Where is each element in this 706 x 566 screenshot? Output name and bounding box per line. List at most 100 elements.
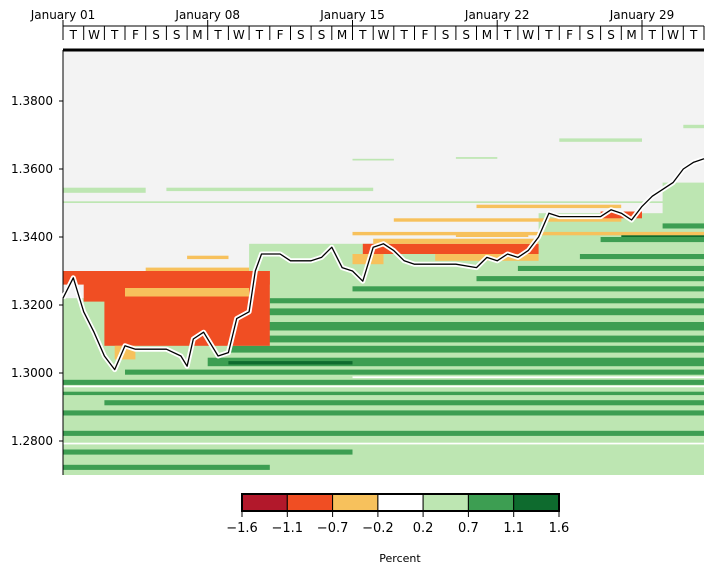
heatmap-band <box>63 442 704 445</box>
heatmap-band <box>63 449 353 455</box>
heatmap-band <box>249 322 704 331</box>
heatmap-band <box>662 223 704 229</box>
heatmap-band <box>455 233 529 237</box>
y-tick-label: 1.2800 <box>11 434 53 448</box>
heatmap-band <box>362 243 539 254</box>
colorbar-swatch <box>513 493 560 512</box>
colorbar-tick-label: −1.1 <box>272 521 304 536</box>
x-weekday-label: S <box>586 28 594 42</box>
plot-frame <box>62 48 704 475</box>
colorbar-tick-label: −0.2 <box>362 521 394 536</box>
heatmap-band <box>125 288 250 297</box>
heatmap-band <box>63 187 146 193</box>
heatmap-band <box>352 286 704 292</box>
colorbar-swatch <box>467 493 515 512</box>
x-weekday-label: T <box>648 28 657 42</box>
x-date-label: January 08 <box>174 8 240 22</box>
heatmap-band <box>352 376 704 379</box>
colorbar-swatch <box>286 493 334 512</box>
x-weekday-label: T <box>358 28 367 42</box>
heatmap-band <box>228 345 704 353</box>
heatmap-band <box>166 187 374 192</box>
heatmap-band <box>63 379 704 385</box>
heatmap-band <box>207 357 704 367</box>
x-weekday-label: F <box>421 28 428 42</box>
colorbar: −1.6 −1.1 −0.7 −0.2 0.2 0.7 1.1 1.6 <box>226 493 570 536</box>
colorbar-tick-label: 1.1 <box>503 521 524 536</box>
x-weekday-label: T <box>503 28 512 42</box>
colorbar-swatch <box>332 493 379 512</box>
x-weekday-label: M <box>626 28 636 42</box>
heatmap-band <box>600 237 704 243</box>
heatmap-band <box>476 204 622 209</box>
heatmap-band <box>63 430 704 436</box>
x-weekday-label: T <box>69 28 78 42</box>
heatmap-band <box>269 298 704 304</box>
heatmap-band <box>63 410 704 416</box>
colorbar-swatch <box>422 493 469 512</box>
x-date-label: January 15 <box>319 8 385 22</box>
colorbar-tick-label: 0.7 <box>458 521 479 536</box>
x-weekday-label: M <box>337 28 347 42</box>
heatmap-band <box>352 231 704 236</box>
heatmap-band <box>579 254 704 260</box>
heatmap-band <box>187 255 229 260</box>
x-weekday-label: M <box>192 28 202 42</box>
heatmap-band <box>145 267 250 271</box>
x-weekday-label: W <box>88 28 100 42</box>
heatmap-band <box>63 464 270 470</box>
colorbar-tick-label: −1.6 <box>226 521 258 536</box>
x-weekday-label: S <box>173 28 181 42</box>
heatmap-band <box>373 238 539 244</box>
heatmap-band <box>228 361 353 365</box>
y-tick-label: 1.3600 <box>11 162 53 176</box>
heatmap-band <box>63 391 704 396</box>
y-tick-label: 1.3400 <box>11 230 53 244</box>
x-weekday-label: W <box>233 28 245 42</box>
colorbar-tick-label: −0.7 <box>317 521 349 536</box>
x-weekday-label: T <box>689 28 698 42</box>
heatmap-band <box>559 138 642 142</box>
heatmap-band <box>104 271 270 346</box>
x-weekday-label: T <box>544 28 553 42</box>
y-axis: 1.2800 1.3000 1.3200 1.3400 1.3600 1.3800 <box>11 94 63 448</box>
x-weekday-label: F <box>566 28 573 42</box>
x-date-label: January 29 <box>609 8 675 22</box>
x-weekday-label: W <box>667 28 679 42</box>
colorbar-tick-label: 1.6 <box>549 521 570 536</box>
colorbar-tick-label: 0.2 <box>413 521 434 536</box>
x-weekday-label: W <box>522 28 534 42</box>
price-line-group <box>60 156 705 373</box>
colorbar-outline <box>241 493 560 512</box>
heatmap-band <box>352 158 394 161</box>
heatmap-band <box>249 335 704 343</box>
heatmap-band <box>393 218 622 222</box>
heatmap-band <box>83 274 115 302</box>
heatmap-band <box>517 265 704 271</box>
heatmap-band <box>476 276 704 282</box>
heatmap-bands <box>63 124 704 475</box>
colorbar-title: Percent <box>379 552 421 565</box>
x-weekday-label: S <box>297 28 305 42</box>
x-weekday-label: T <box>255 28 264 42</box>
x-weekday-label: T <box>110 28 119 42</box>
heatmap-band <box>125 369 704 375</box>
colorbar-swatch <box>377 493 424 512</box>
heatmap-band <box>621 233 704 237</box>
heatmap-band <box>63 201 704 203</box>
x-date-label: January 22 <box>464 8 530 22</box>
x-weekday-label: T <box>213 28 222 42</box>
heatmap-band <box>455 157 498 159</box>
heatmap-band <box>63 385 704 388</box>
x-weekday-label: M <box>482 28 492 42</box>
x-weekday-label: W <box>378 28 390 42</box>
x-weekday-label: F <box>132 28 139 42</box>
y-tick-label: 1.3800 <box>11 94 53 108</box>
y-tick-label: 1.3000 <box>11 366 53 380</box>
x-weekday-label: F <box>277 28 284 42</box>
x-weekday-label: S <box>152 28 160 42</box>
x-weekday-label: S <box>318 28 326 42</box>
heatmap-band <box>104 400 704 406</box>
